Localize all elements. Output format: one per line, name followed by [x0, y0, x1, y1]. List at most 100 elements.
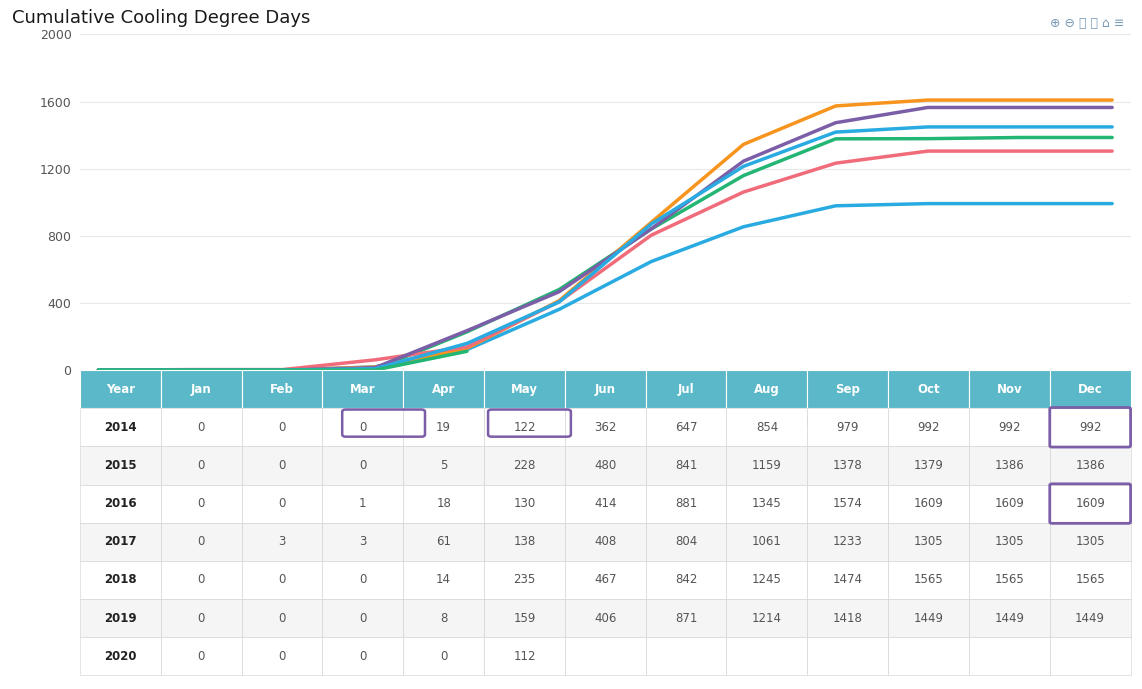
Text: 1449: 1449 [995, 612, 1024, 624]
Text: May: May [510, 382, 538, 395]
Text: 1565: 1565 [995, 573, 1024, 586]
Text: 992: 992 [917, 421, 940, 434]
Text: 1214: 1214 [751, 612, 782, 624]
Text: 159: 159 [513, 612, 536, 624]
Text: 1159: 1159 [751, 459, 782, 472]
Text: 19: 19 [436, 421, 451, 434]
Text: 1245: 1245 [751, 573, 782, 586]
Text: 1574: 1574 [833, 497, 862, 510]
Text: 841: 841 [675, 459, 698, 472]
Text: 0: 0 [198, 535, 204, 548]
Text: 1: 1 [359, 497, 367, 510]
Text: 1305: 1305 [1076, 535, 1105, 548]
Text: 842: 842 [675, 573, 698, 586]
Text: Cumulative Cooling Degree Days: Cumulative Cooling Degree Days [11, 10, 309, 28]
Text: 406: 406 [594, 612, 617, 624]
Text: 647: 647 [675, 421, 698, 434]
Text: 0: 0 [359, 612, 367, 624]
Text: 480: 480 [594, 459, 617, 472]
Text: 1565: 1565 [1076, 573, 1105, 586]
Text: Dec: Dec [1078, 382, 1102, 395]
Text: 112: 112 [513, 650, 536, 663]
Text: 979: 979 [836, 421, 859, 434]
Text: 1609: 1609 [1076, 497, 1105, 510]
Text: 1609: 1609 [914, 497, 943, 510]
Text: 0: 0 [279, 650, 286, 663]
Text: 2019: 2019 [104, 612, 137, 624]
Text: 122: 122 [513, 421, 536, 434]
Text: Jan: Jan [191, 382, 211, 395]
Text: 881: 881 [675, 497, 698, 510]
Text: 3: 3 [359, 535, 367, 548]
Text: 18: 18 [436, 497, 451, 510]
Text: Jun: Jun [595, 382, 616, 395]
Text: 992: 992 [1079, 421, 1101, 434]
Text: ⊕ ⊖ 🔍 ✋ ⌂ ≡: ⊕ ⊖ 🔍 ✋ ⌂ ≡ [1051, 17, 1125, 30]
Text: 0: 0 [279, 573, 286, 586]
Legend: 2014, 2015, 2016, 2017, 2018, 2019, 2020: 2014, 2015, 2016, 2017, 2018, 2019, 2020 [356, 417, 854, 430]
Text: 3: 3 [279, 535, 286, 548]
Text: 2014: 2014 [104, 421, 137, 434]
Text: 0: 0 [198, 573, 204, 586]
Text: 0: 0 [279, 459, 286, 472]
Text: 1609: 1609 [995, 497, 1024, 510]
Text: 2017: 2017 [104, 535, 137, 548]
Text: 0: 0 [359, 421, 367, 434]
Text: 1345: 1345 [753, 497, 782, 510]
Text: 408: 408 [594, 535, 617, 548]
Text: 0: 0 [359, 459, 367, 472]
Text: 1061: 1061 [751, 535, 782, 548]
Text: 1378: 1378 [833, 459, 862, 472]
Text: Mar: Mar [349, 382, 376, 395]
Text: Oct: Oct [917, 382, 940, 395]
Text: 14: 14 [436, 573, 451, 586]
Text: Sep: Sep [835, 382, 860, 395]
Text: 0: 0 [198, 459, 204, 472]
Text: 0: 0 [359, 573, 367, 586]
Text: 854: 854 [756, 421, 778, 434]
Text: Year: Year [106, 382, 135, 395]
Text: Nov: Nov [997, 382, 1022, 395]
Text: 8: 8 [440, 612, 448, 624]
Text: 130: 130 [513, 497, 536, 510]
Text: 804: 804 [675, 535, 698, 548]
Text: 228: 228 [513, 459, 536, 472]
Text: 138: 138 [513, 535, 536, 548]
Text: 871: 871 [675, 612, 698, 624]
Text: 1474: 1474 [833, 573, 862, 586]
Text: 235: 235 [513, 573, 536, 586]
Text: 5: 5 [440, 459, 448, 472]
Text: 992: 992 [998, 421, 1021, 434]
Text: 1386: 1386 [1076, 459, 1105, 472]
Text: 414: 414 [594, 497, 617, 510]
Text: 1565: 1565 [914, 573, 943, 586]
Text: 61: 61 [436, 535, 451, 548]
Text: Aug: Aug [754, 382, 780, 395]
Text: 0: 0 [198, 497, 204, 510]
Text: 1305: 1305 [914, 535, 943, 548]
Text: 0: 0 [198, 650, 204, 663]
Text: Jul: Jul [677, 382, 694, 395]
Text: 0: 0 [440, 650, 448, 663]
Text: 1233: 1233 [833, 535, 862, 548]
Text: 0: 0 [279, 421, 286, 434]
Text: 1449: 1449 [1075, 612, 1105, 624]
Text: 1305: 1305 [995, 535, 1024, 548]
Text: 0: 0 [279, 612, 286, 624]
Text: 1449: 1449 [914, 612, 943, 624]
Text: 0: 0 [198, 612, 204, 624]
Text: 2020: 2020 [104, 650, 137, 663]
Text: 0: 0 [279, 497, 286, 510]
Text: 0: 0 [198, 421, 204, 434]
Text: 362: 362 [594, 421, 617, 434]
Text: 467: 467 [594, 573, 617, 586]
Text: 1386: 1386 [995, 459, 1024, 472]
Text: 2016: 2016 [104, 497, 137, 510]
Text: Feb: Feb [270, 382, 293, 395]
Text: 1418: 1418 [833, 612, 862, 624]
Text: 0: 0 [359, 650, 367, 663]
Text: 2015: 2015 [104, 459, 137, 472]
Text: 1379: 1379 [914, 459, 943, 472]
Text: 2018: 2018 [104, 573, 137, 586]
Text: Apr: Apr [432, 382, 456, 395]
